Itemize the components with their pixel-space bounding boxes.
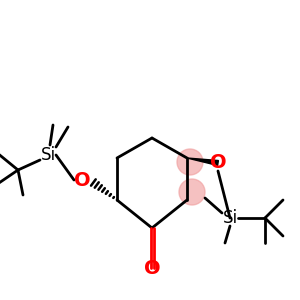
Circle shape (179, 179, 205, 205)
Text: O: O (74, 170, 90, 190)
Polygon shape (187, 158, 218, 166)
Text: Si: Si (40, 146, 56, 164)
Text: O: O (210, 154, 226, 172)
Text: O: O (144, 259, 160, 278)
Text: Si: Si (222, 209, 238, 227)
Circle shape (177, 149, 203, 175)
